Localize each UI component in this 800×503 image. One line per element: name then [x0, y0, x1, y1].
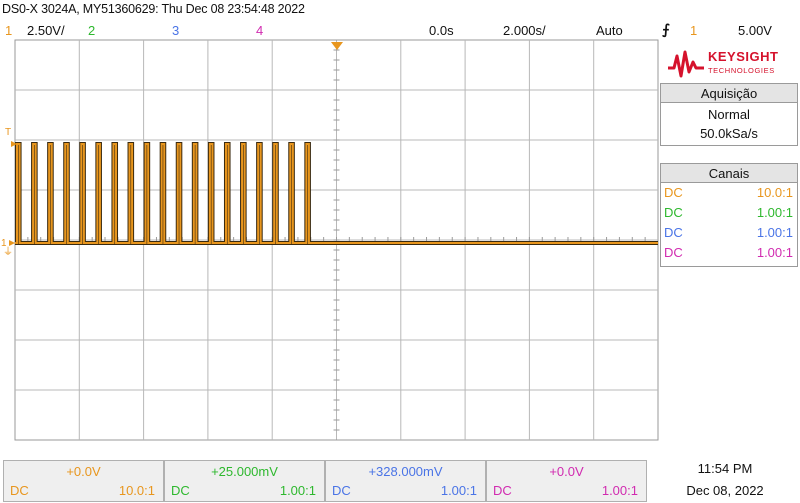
- keysight-wave-icon: [668, 50, 704, 78]
- channel-probe: 1.00:1: [756, 205, 793, 220]
- ch4-number[interactable]: 4: [256, 23, 264, 38]
- ch4-probe: 1.00:1: [601, 483, 638, 498]
- ch1-number[interactable]: 1: [5, 23, 13, 38]
- acquisition-title: Aquisição: [661, 84, 797, 103]
- ch2-coupling: DC: [171, 483, 190, 498]
- acquisition-panel[interactable]: Aquisição Normal 50.0kSa/s: [660, 83, 798, 146]
- channel-probe: 10.0:1: [756, 185, 793, 200]
- acquisition-rate: 50.0kSa/s: [700, 126, 758, 141]
- logo-sub: TECHNOLOGIES: [708, 66, 775, 75]
- channel-coupling: DC: [664, 245, 683, 260]
- ch2-settings-box[interactable]: +25.000mV DC 1.00:1: [164, 460, 325, 502]
- ch4-settings-box[interactable]: +0.0V DC 1.00:1: [486, 460, 647, 502]
- trigger-mode[interactable]: Auto: [596, 23, 623, 38]
- rising-edge-trigger-icon[interactable]: ⨍: [662, 21, 670, 37]
- ground-icon: ⏚: [3, 246, 13, 258]
- ch1-coupling: DC: [10, 483, 29, 498]
- ch2-number[interactable]: 2: [88, 23, 96, 38]
- acquisition-mode: Normal: [708, 107, 750, 122]
- clock-date: Dec 08, 2022: [686, 483, 764, 498]
- ch1-trace: [15, 142, 658, 245]
- ch1-trace-line: [15, 143, 658, 244]
- ch2-probe: 1.00:1: [279, 483, 316, 498]
- channel-row-2[interactable]: DC 1.00:1: [661, 203, 797, 223]
- ch2-offset: +25.000mV: [211, 464, 278, 479]
- channel-row-3[interactable]: DC 1.00:1: [661, 223, 797, 243]
- ch3-settings-box[interactable]: +328.000mV DC 1.00:1: [325, 460, 486, 502]
- ch3-coupling: DC: [332, 483, 351, 498]
- clock-time: 11:54 PM: [697, 461, 753, 476]
- trigger-source[interactable]: 1: [690, 23, 698, 38]
- channels-title: Canais: [661, 164, 797, 183]
- ch4-offset: +0.0V: [549, 464, 584, 479]
- ch3-number[interactable]: 3: [172, 23, 180, 38]
- channel-coupling: DC: [664, 185, 683, 200]
- channels-panel[interactable]: Canais DC 10.0:1 DC 1.00:1 DC 1.00:1 DC …: [660, 163, 798, 267]
- time-offset[interactable]: 0.0s: [429, 23, 454, 38]
- channel-coupling: DC: [664, 225, 683, 240]
- trigger-level[interactable]: 5.00V: [738, 23, 772, 38]
- ch1-settings-box[interactable]: +0.0V DC 10.0:1: [3, 460, 164, 502]
- window-title: DS0-X 3024A, MY51360629: Thu Dec 08 23:5…: [2, 2, 305, 16]
- logo-brand: KEYSIGHT: [708, 49, 779, 64]
- channel-probe: 1.00:1: [756, 245, 793, 260]
- ch4-coupling: DC: [493, 483, 512, 498]
- channel-row-1[interactable]: DC 10.0:1: [661, 183, 797, 203]
- trigger-level-marker-label[interactable]: T: [5, 127, 11, 138]
- ch1-scale[interactable]: 2.50V/: [27, 23, 65, 38]
- ch1-probe: 10.0:1: [118, 483, 155, 498]
- keysight-logo: KEYSIGHT TECHNOLOGIES: [660, 42, 800, 86]
- ch3-offset: +328.000mV: [368, 464, 443, 479]
- ch3-probe: 1.00:1: [440, 483, 477, 498]
- ch1-ground-marker-label[interactable]: 1: [1, 238, 7, 249]
- trigger-level-marker[interactable]: [11, 141, 17, 147]
- trigger-position-marker[interactable]: [331, 42, 343, 50]
- ch1-offset: +0.0V: [66, 464, 101, 479]
- channel-probe: 1.00:1: [756, 225, 793, 240]
- ch1-ground-marker[interactable]: [9, 240, 15, 246]
- time-scale[interactable]: 2.000s/: [503, 23, 546, 38]
- channel-row-4[interactable]: DC 1.00:1: [661, 243, 797, 263]
- channel-coupling: DC: [664, 205, 683, 220]
